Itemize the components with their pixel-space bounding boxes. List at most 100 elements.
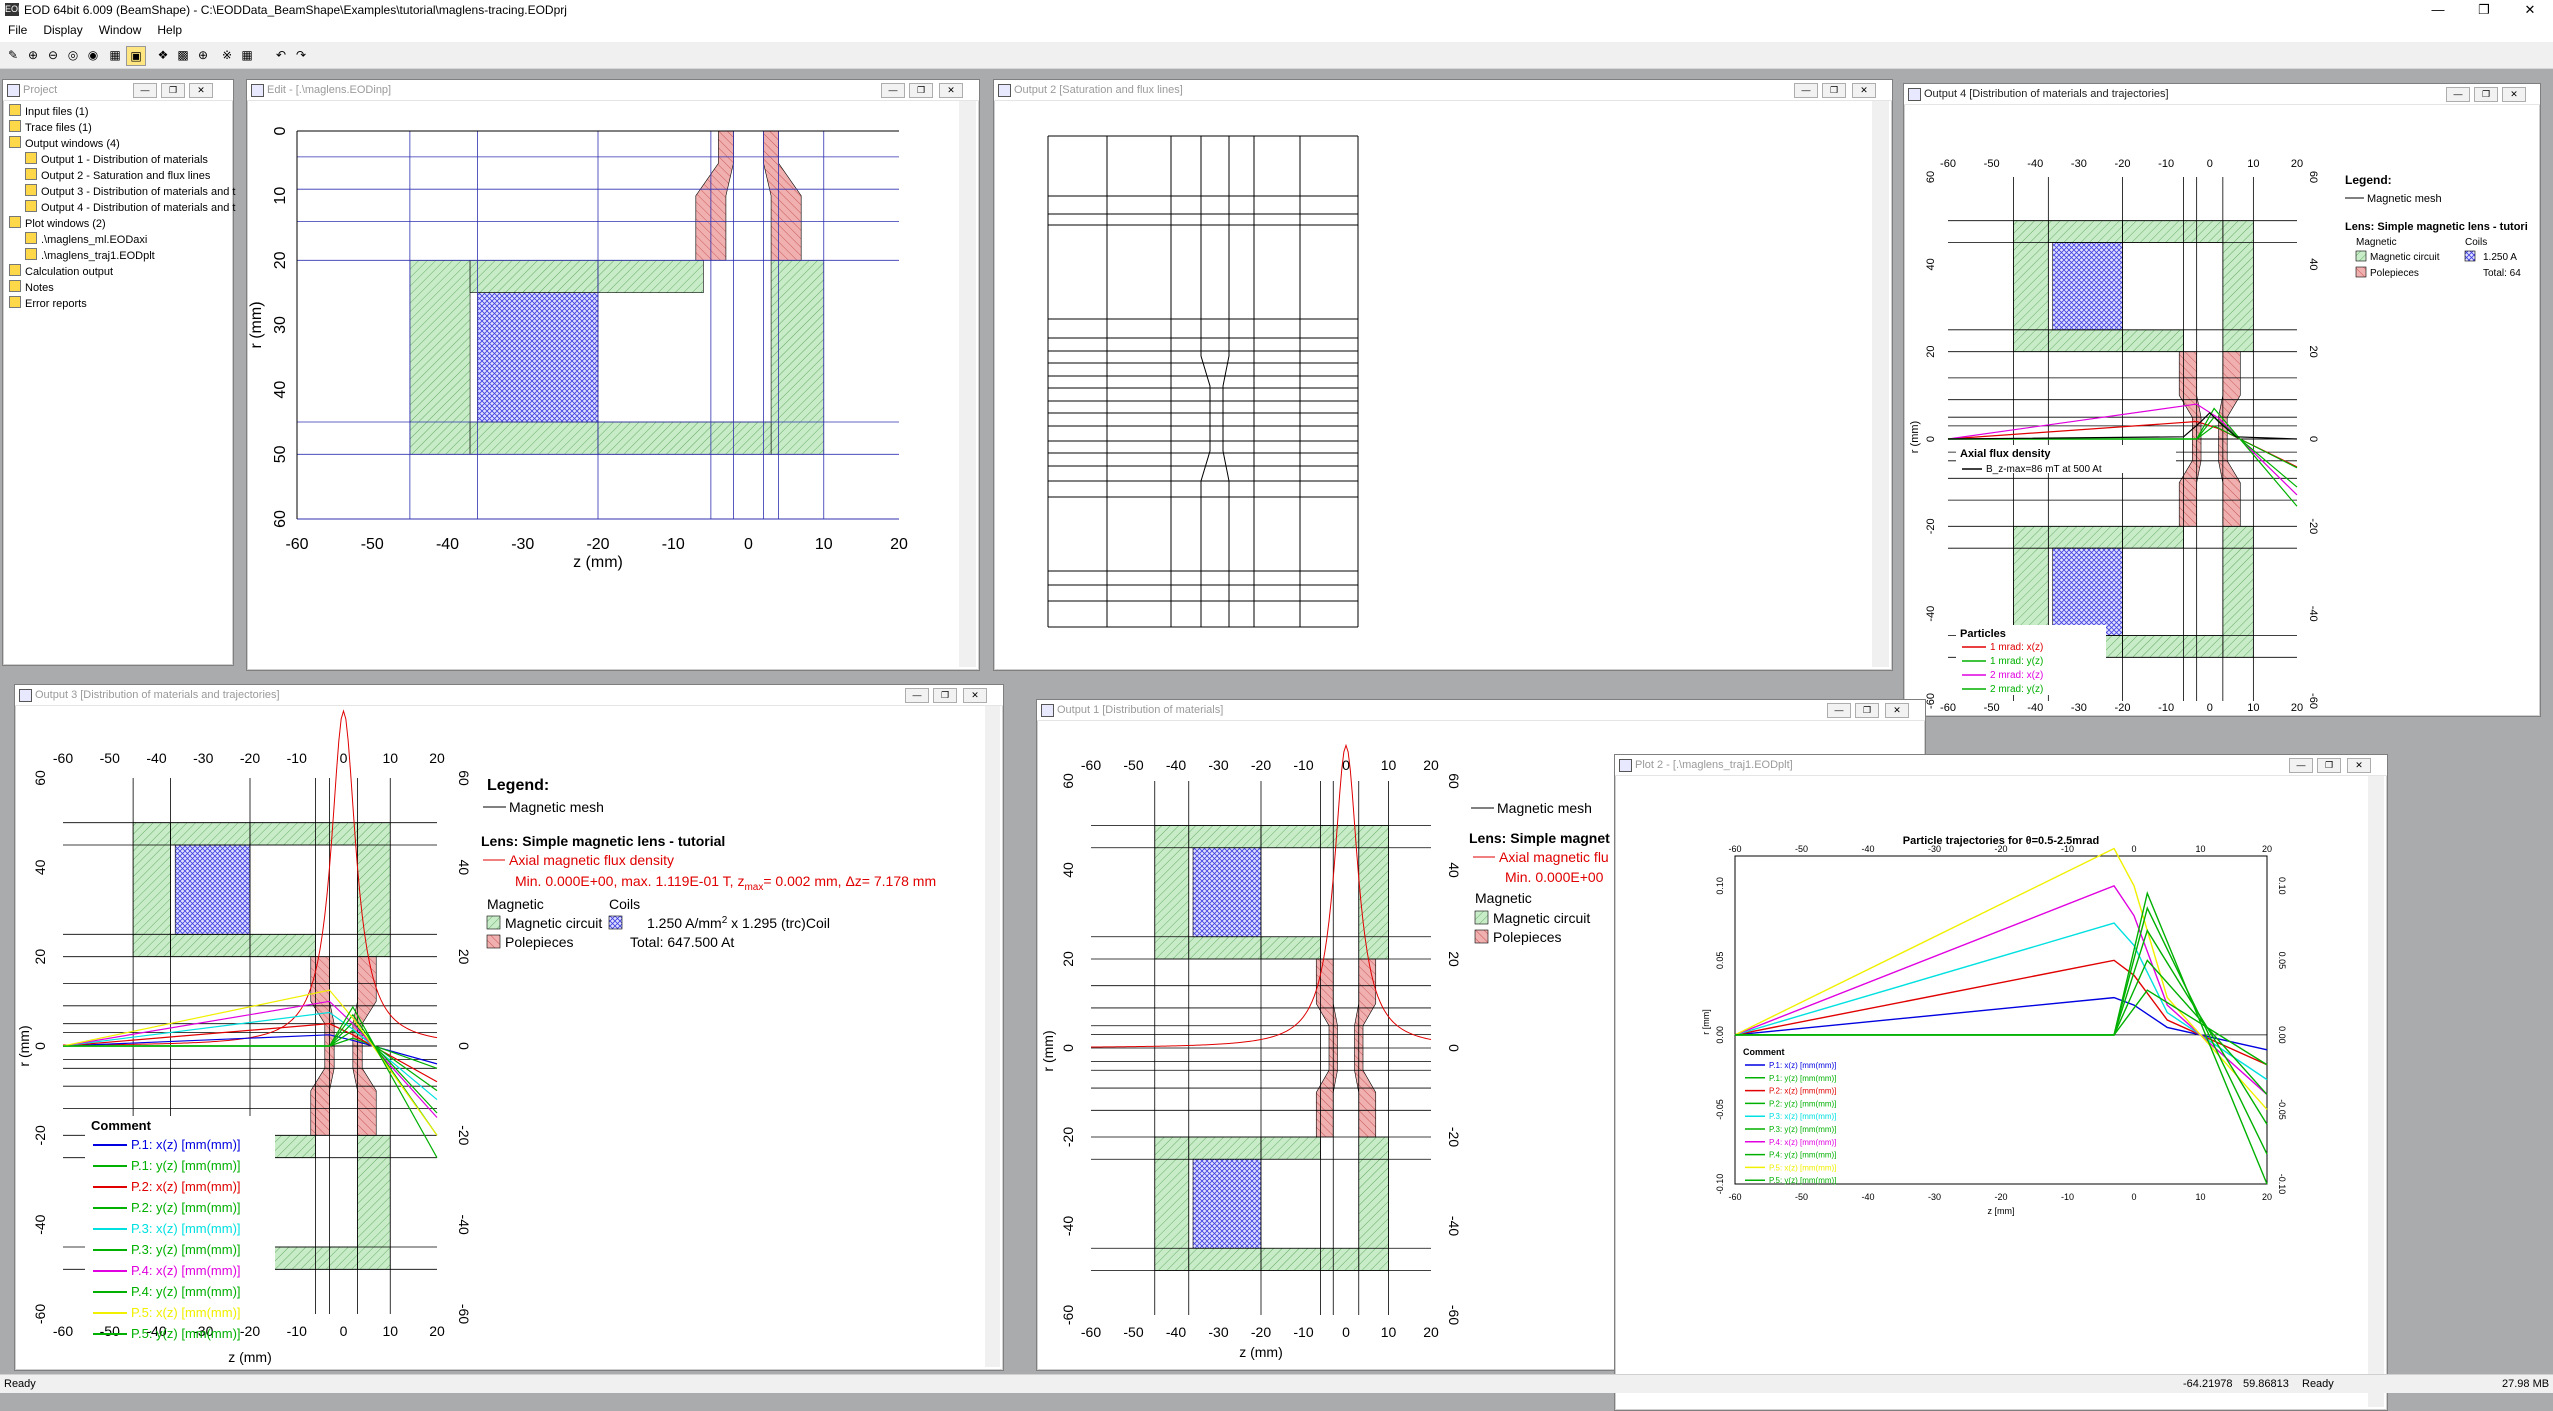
mesh-icon[interactable]: ※ <box>221 48 233 62</box>
minimize-icon[interactable]: — <box>2446 87 2470 102</box>
tree-item[interactable]: Error reports <box>9 296 235 312</box>
tree-item[interactable]: Output 1 - Distribution of materials <box>9 152 235 168</box>
close-icon[interactable]: ✕ <box>963 688 987 703</box>
comment-entry: P.1: y(z) [mm(mm)] <box>131 1158 241 1173</box>
select-icon[interactable]: ▣ <box>126 46 146 66</box>
restore-icon[interactable]: ❐ <box>2478 2 2490 17</box>
x-tick-label: -20 <box>1994 844 2007 854</box>
output4-window: Output 4 [Distribution of materials and … <box>1903 83 2541 728</box>
tree-item[interactable]: Output 4 - Distribution of materials and… <box>9 200 235 216</box>
symmetry-icon[interactable]: ⊕ <box>197 48 209 62</box>
plot2-window: Plot 2 - [.\maglens_traj1.EODplt] — ❐ ✕ … <box>1614 754 2388 1411</box>
output2-title-bar[interactable]: Output 2 [Saturation and flux lines] — ❐… <box>994 80 1892 101</box>
magnetic-circuit-region <box>2013 220 2049 352</box>
menu-display[interactable]: Display <box>43 23 83 37</box>
output1-title-bar[interactable]: Output 1 [Distribution of materials] — ❐… <box>1037 700 1925 721</box>
y-tick-label: -40 <box>456 1215 472 1235</box>
tree-item[interactable]: Input files (1) <box>9 104 235 120</box>
tree-item[interactable]: Calculation output <box>9 264 235 280</box>
x-tick-label: 10 <box>2195 844 2205 854</box>
tree-item[interactable]: Output windows (4) <box>9 136 235 152</box>
close-icon[interactable]: ✕ <box>189 83 213 98</box>
plot2-canvas[interactable]: Particle trajectories for θ=0.5-2.5mrad-… <box>1615 776 2385 1407</box>
tree-item[interactable]: Notes <box>9 280 235 296</box>
minimize-icon[interactable]: — <box>905 688 929 703</box>
axial-flux-curve <box>1090 743 1432 1048</box>
magnetic-circuit-region <box>1260 936 1321 960</box>
x-tick-label: -30 <box>1208 757 1228 773</box>
pencil-icon[interactable]: ✎ <box>7 48 19 62</box>
app-title: EOD 64bit 6.009 (BeamShape) - C:\EODData… <box>24 3 567 17</box>
close-icon[interactable]: ✕ <box>2524 2 2536 17</box>
output1-canvas[interactable]: -60 -60 -50 -50 -40 -40 -30 -30 -20 -20 -10 -10 0 0 10… <box>1037 721 1923 1367</box>
tree-item[interactable]: Trace files (1) <box>9 120 235 136</box>
minimize-icon[interactable]: — <box>881 83 905 98</box>
snap-icon[interactable]: ▦ <box>241 48 253 62</box>
circuit-swatch <box>1474 910 1489 925</box>
toolbar: ✎ ⊕ ⊖ ◎ ◉ ▦ ▣ ❖ ▩ ⊕ ※ ▦ ↶ ↷ <box>0 42 2553 69</box>
close-icon[interactable]: ✕ <box>939 83 963 98</box>
grid-icon[interactable]: ▦ <box>109 48 121 62</box>
close-icon[interactable]: ✕ <box>2347 758 2371 773</box>
restore-icon[interactable]: ❐ <box>161 83 185 98</box>
zoom-window-icon[interactable]: ◉ <box>87 48 99 62</box>
restore-icon[interactable]: ❐ <box>1855 703 1879 718</box>
close-icon[interactable]: ✕ <box>1885 703 1909 718</box>
undo-icon[interactable]: ↶ <box>275 48 287 62</box>
zoom-out-icon[interactable]: ⊖ <box>47 48 59 62</box>
legend-lens: Lens: Simple magnetic lens - tutori <box>2345 221 2528 233</box>
legend-minmax: Min. 0.000E+00, max. 1.119E-01 T, zmax= … <box>515 873 936 893</box>
minimize-icon[interactable]: — <box>1827 703 1851 718</box>
edit-canvas[interactable]: -60 -50 -40 -30 -20 -10 0 10 20 0 10 20 30 40 50 60 z (m… <box>247 101 977 667</box>
output4-title-bar[interactable]: Output 4 [Distribution of materials and … <box>1904 84 2540 105</box>
menu-help[interactable]: Help <box>157 23 183 37</box>
minimize-icon[interactable]: — <box>133 83 157 98</box>
menu-window[interactable]: Window <box>98 23 142 37</box>
restore-icon[interactable]: ❐ <box>2474 87 2498 102</box>
restore-icon[interactable]: ❐ <box>2317 758 2341 773</box>
y-axis-label: r (mm) <box>1909 421 1921 453</box>
output2-canvas[interactable] <box>994 101 1890 667</box>
restore-icon[interactable]: ❐ <box>1822 83 1846 98</box>
minimize-icon[interactable]: — <box>2431 2 2445 17</box>
tree-item[interactable]: Plot windows (2) <box>9 216 235 232</box>
output3-title: Output 3 [Distribution of materials and … <box>35 689 280 701</box>
magnetic-circuit-region <box>2122 329 2184 352</box>
x-tick-label: -50 <box>361 536 384 553</box>
x-tick-label: -10 <box>1293 1324 1313 1340</box>
restore-icon[interactable]: ❐ <box>909 83 933 98</box>
output4-canvas[interactable]: -60-60-50-50-40-40-30-30-20-20-10-100010… <box>1904 105 2538 728</box>
zoom-in-icon[interactable]: ⊕ <box>27 48 39 62</box>
y-tick-label: 0 <box>1925 436 1937 442</box>
edit-title: Edit - [.\maglens.EODinp] <box>267 84 392 96</box>
y-tick-label: -60 <box>2307 693 2319 709</box>
tree-item[interactable]: Output 3 - Distribution of materials and… <box>9 184 235 200</box>
output2-title: Output 2 [Saturation and flux lines] <box>1014 84 1183 96</box>
legend-coil-density: 1.250 A <box>2483 252 2517 263</box>
menu-file[interactable]: File <box>8 23 28 37</box>
zoom-fit-icon[interactable]: ◎ <box>67 48 79 62</box>
output3-title-bar[interactable]: Output 3 [Distribution of materials and … <box>15 685 1003 706</box>
y-axis-label: r [mm] <box>1701 1009 1711 1035</box>
minimize-icon[interactable]: — <box>1794 83 1818 98</box>
color-icon[interactable]: ❖ <box>157 48 169 62</box>
close-icon[interactable]: ✕ <box>2502 87 2526 102</box>
magnetic-circuit-region <box>597 260 704 293</box>
x-tick-label: -10 <box>2158 702 2174 713</box>
close-icon[interactable]: ✕ <box>1852 83 1876 98</box>
x-tick-label: -50 <box>1984 158 2000 170</box>
magnetic-circuit-region <box>2048 329 2123 352</box>
tree-item[interactable]: .\maglens_ml.EODaxi <box>9 232 235 248</box>
redo-icon[interactable]: ↷ <box>295 48 307 62</box>
edit-title-bar[interactable]: Edit - [.\maglens.EODinp] — ❐ ✕ <box>247 80 979 101</box>
tree-item[interactable]: Output 2 - Saturation and flux lines <box>9 168 235 184</box>
output3-canvas[interactable]: -60-60-50-50-40-40-30-30-20-20-10-100010… <box>15 706 1001 1367</box>
minimize-icon[interactable]: — <box>2289 758 2313 773</box>
plot2-title-bar[interactable]: Plot 2 - [.\maglens_traj1.EODplt] — ❐ ✕ <box>1615 755 2387 776</box>
save-icon[interactable]: ▩ <box>177 48 189 62</box>
y-tick-label: -40 <box>1446 1216 1462 1236</box>
x-tick-label: -20 <box>1251 757 1271 773</box>
project-title-bar[interactable]: Project — ❐ ✕ <box>3 80 233 101</box>
restore-icon[interactable]: ❐ <box>933 688 957 703</box>
tree-item[interactable]: .\maglens_traj1.EODplt <box>9 248 235 264</box>
